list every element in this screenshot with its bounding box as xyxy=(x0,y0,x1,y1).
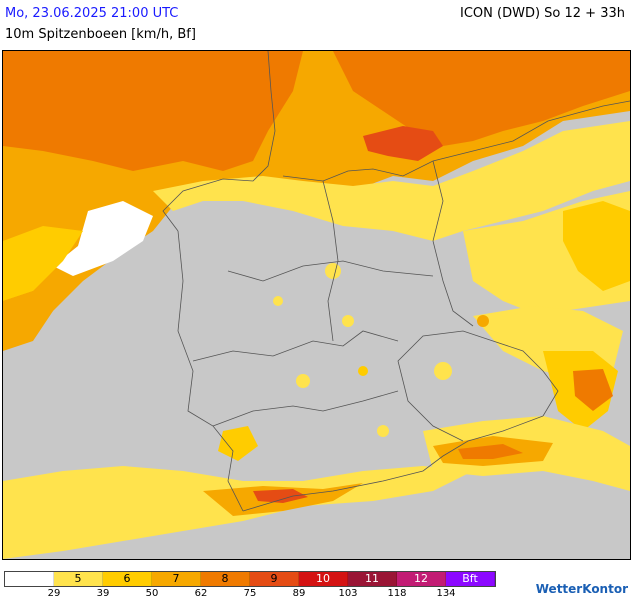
gust-zone-8-alps xyxy=(458,444,523,459)
legend-bin-label: 12 xyxy=(414,572,428,585)
gust-zone-6-east xyxy=(563,201,630,291)
legend-bin-label: 11 xyxy=(365,572,379,585)
legend-bin-label: Bft xyxy=(462,572,478,585)
legend-bin: Bft xyxy=(446,572,495,586)
legend-bin-label: 6 xyxy=(123,572,131,585)
gust-cell xyxy=(358,366,368,376)
legend-tick: 50 xyxy=(145,588,159,599)
gust-zone-6-bw xyxy=(218,426,258,461)
gust-map xyxy=(2,50,631,560)
legend-bin: 5 xyxy=(54,572,103,586)
gust-cell xyxy=(325,263,341,279)
parameter-title: 10m Spitzenboeen [km/h, Bf] xyxy=(5,27,196,42)
legend-bin-label: 10 xyxy=(316,572,330,585)
gust-zone-8-baltic xyxy=(333,51,630,146)
gust-zone-6-west xyxy=(3,226,83,301)
legend-bin xyxy=(5,572,54,586)
legend-bin: 7 xyxy=(152,572,201,586)
legend-tick: 62 xyxy=(194,588,208,599)
gust-cell xyxy=(377,425,389,437)
legend-tick: 103 xyxy=(338,588,358,599)
legend-bin-label: 7 xyxy=(172,572,180,585)
legend-tick: 134 xyxy=(436,588,456,599)
gust-zone-7-west xyxy=(3,291,53,351)
legend-bin-label: 8 xyxy=(221,572,229,585)
gust-cell xyxy=(477,315,489,327)
gust-zone-5-coast xyxy=(153,121,630,241)
gust-cell xyxy=(342,315,354,327)
valid-time: Mo, 23.06.2025 21:00 UTC xyxy=(5,6,179,21)
borders xyxy=(162,51,630,512)
gust-zone-9-south xyxy=(253,489,308,503)
legend-bin: 6 xyxy=(103,572,152,586)
gust-cell xyxy=(273,296,283,306)
map-canvas xyxy=(3,51,630,559)
legend-bin: 10 xyxy=(299,572,348,586)
gust-cell xyxy=(296,374,310,388)
gust-zone-8-cz xyxy=(573,369,613,411)
legend-tick: 118 xyxy=(387,588,407,599)
gust-zone-8-northsea xyxy=(3,51,303,171)
gust-zone-9 xyxy=(363,126,443,161)
legend-bin-label: 9 xyxy=(270,572,278,585)
legend-bin: 11 xyxy=(348,572,397,586)
low-gust-area xyxy=(53,201,153,276)
model-run: ICON (DWD) So 12 + 33h xyxy=(460,6,625,21)
legend-tick: 75 xyxy=(243,588,257,599)
legend-tick: 39 xyxy=(96,588,110,599)
wetterkontor-logo: WetterKontor xyxy=(535,582,628,596)
color-legend: 5 6 7 8 9 10 11 12 Bft xyxy=(4,571,496,587)
gust-cell xyxy=(434,362,452,380)
legend-tick: 29 xyxy=(47,588,61,599)
legend-bin: 8 xyxy=(201,572,250,586)
legend-tick: 89 xyxy=(292,588,306,599)
legend-bin-label: 5 xyxy=(74,572,82,585)
legend-bin: 12 xyxy=(397,572,446,586)
legend-bin: 9 xyxy=(250,572,299,586)
